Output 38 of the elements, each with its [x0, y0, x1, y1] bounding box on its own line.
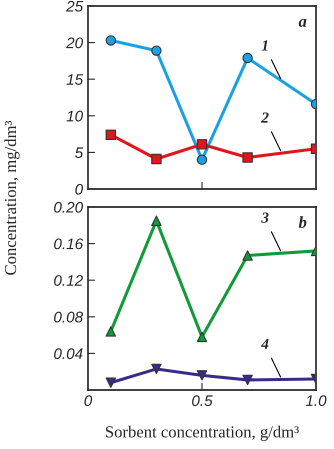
text: 2: [261, 112, 269, 123]
y-tick-label: 25: [66, 0, 84, 12]
y-tick-label: 0: [75, 184, 84, 195]
y-tick-label: 0.20: [54, 202, 84, 213]
y-tick-label: 0.16: [54, 238, 84, 250]
x-tick-label: 1.0: [306, 395, 326, 406]
point: [242, 374, 253, 386]
y-axis-title: Concentration, mg/dm³: [4, 120, 20, 275]
point: [106, 326, 116, 337]
y-tick-label: 20: [66, 37, 84, 48]
point: [151, 364, 162, 374]
x-tick-label: 0.5: [192, 395, 213, 406]
point: [242, 152, 253, 163]
point: [196, 332, 208, 342]
point: [151, 45, 162, 56]
point: [151, 216, 162, 226]
point: [242, 250, 253, 261]
y-tick-label: 0.04: [54, 348, 83, 360]
point: [242, 52, 253, 64]
point: [196, 139, 208, 150]
point: [151, 154, 162, 164]
series-label: 4: [261, 338, 268, 349]
point: [106, 377, 116, 388]
annotation: a: [298, 18, 306, 27]
y-tick-label: 0.08: [54, 312, 84, 322]
x-tick-label: 0: [84, 395, 92, 406]
point: [196, 370, 208, 381]
point: [106, 130, 116, 140]
y-tick-label: 10: [66, 110, 84, 122]
point: [106, 35, 116, 46]
y-tick-label: 0.12: [54, 275, 83, 286]
y-tick-label: 15: [66, 74, 84, 85]
text: 3: [261, 212, 269, 223]
x-axis-title: Sorbent concentration, g/dm³: [106, 426, 299, 441]
y-tick-label: 5: [74, 147, 84, 158]
series-label: 1: [262, 40, 268, 50]
point: [196, 154, 208, 165]
annotation: b: [298, 216, 306, 228]
